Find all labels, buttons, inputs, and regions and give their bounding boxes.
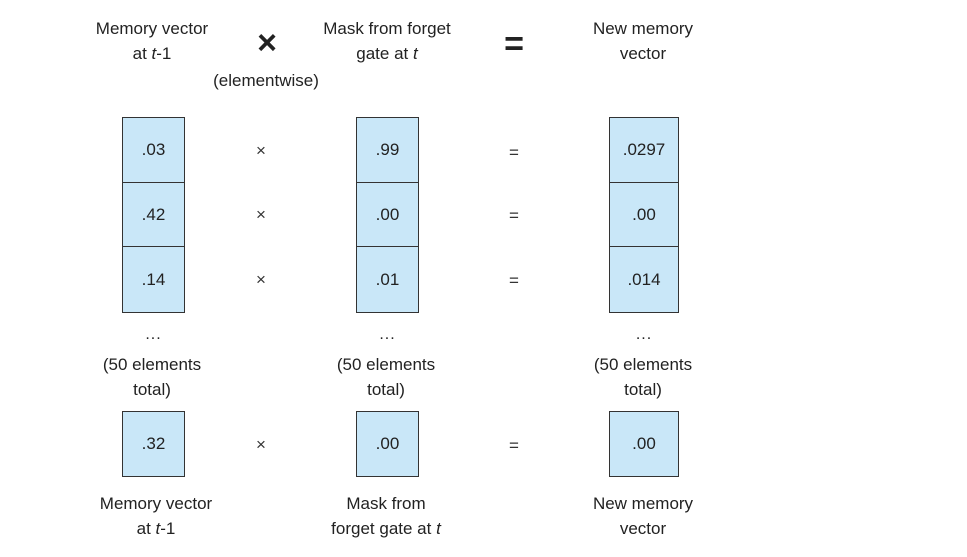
memory-vector-cell-2: .42 bbox=[122, 182, 185, 247]
footer-memory-vector-label: Memory vector at t-1 bbox=[99, 494, 213, 538]
header-memory-vector-line1: Memory vector bbox=[95, 19, 209, 38]
ellipsis-col-3: ... bbox=[635, 326, 653, 343]
equals-symbol-row-last: = bbox=[509, 436, 519, 455]
multiply-symbol-row-1: × bbox=[256, 141, 266, 160]
equals-symbol-row-2: = bbox=[509, 206, 519, 225]
new-memory-cell-2: .00 bbox=[609, 182, 679, 247]
multiply-symbol-row-2: × bbox=[256, 205, 266, 224]
element-count-col-3: (50 elements total) bbox=[593, 355, 693, 399]
header-new-memory-line1: New memory bbox=[592, 19, 694, 38]
header-forget-mask-line2: gate at t bbox=[356, 44, 418, 63]
header-memory-vector-label: Memory vector at t-1 bbox=[72, 16, 232, 66]
header-multiply-symbol: × bbox=[257, 24, 277, 62]
forget-mask-cell-3: .01 bbox=[356, 246, 419, 313]
forget-mask-cell-2: .00 bbox=[356, 182, 419, 247]
new-memory-cell-3: .014 bbox=[609, 246, 679, 313]
new-memory-cell-last: .00 bbox=[609, 411, 679, 477]
header-memory-vector-line2: at t-1 bbox=[132, 44, 172, 63]
footer-new-memory-label: New memory vector bbox=[592, 494, 694, 538]
forget-mask-cell-1: .99 bbox=[356, 117, 419, 183]
equals-symbol-row-3: = bbox=[509, 271, 519, 290]
header-equals-symbol: = bbox=[504, 25, 524, 63]
equals-symbol-row-1: = bbox=[509, 143, 519, 162]
memory-vector-cell-last: .32 bbox=[122, 411, 185, 477]
multiply-symbol-row-3: × bbox=[256, 270, 266, 289]
memory-vector-cell-3: .14 bbox=[122, 246, 185, 313]
elementwise-label: (elementwise) bbox=[213, 71, 319, 90]
new-memory-cell-1: .0297 bbox=[609, 117, 679, 183]
element-count-col-1: (50 elements total) bbox=[102, 355, 202, 399]
element-count-col-2: (50 elements total) bbox=[336, 355, 436, 399]
ellipsis-col-1: ... bbox=[145, 326, 162, 343]
header-forget-mask-label: Mask from forget gate at t bbox=[296, 16, 478, 66]
header-new-memory-label: New memory vector bbox=[563, 16, 723, 66]
memory-vector-cell-1: .03 bbox=[122, 117, 185, 183]
forget-mask-cell-last: .00 bbox=[356, 411, 419, 477]
header-new-memory-line2: vector bbox=[619, 44, 667, 63]
multiply-symbol-row-last: × bbox=[256, 435, 266, 454]
ellipsis-col-2: ... bbox=[379, 326, 396, 343]
header-forget-mask-line1: Mask from forget bbox=[323, 19, 451, 38]
footer-forget-mask-label: Mask from forget gate at t bbox=[331, 494, 441, 538]
